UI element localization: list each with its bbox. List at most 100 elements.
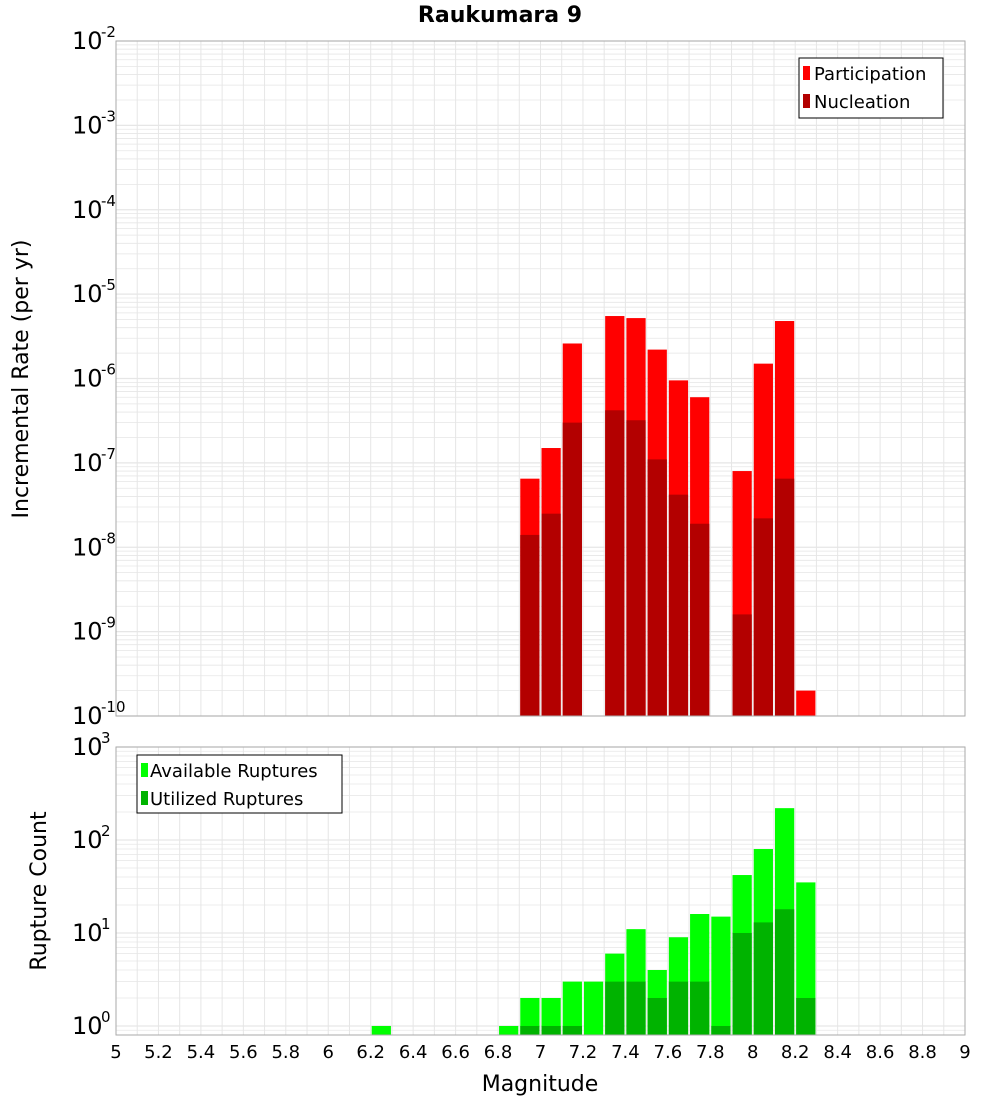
y-tick-label: 10 [72, 280, 103, 308]
y-tick-exponent: 3 [101, 729, 111, 747]
available-ruptures-bar [371, 1025, 391, 1035]
utilized-ruptures-bar [711, 1025, 731, 1035]
nucleation-legend-swatch [803, 94, 810, 108]
y-tick-label: 10 [72, 111, 103, 139]
x-tick-label: 8.4 [823, 1042, 852, 1063]
y-tick-label: 10 [72, 196, 103, 224]
y-tick-exponent: -7 [101, 445, 116, 463]
y-tick-label: 10 [72, 702, 103, 730]
count-plot-frame [115, 746, 966, 1036]
magnitude-x-ticks: 5 5.2 5.4 5.6 5.8 6 6.2 6.4 6.6 6.8 7 7.2 7.4 7.6 7.8 8… [110, 1042, 970, 1063]
x-tick-label: 6.6 [441, 1042, 470, 1063]
nucleation-bar [541, 513, 561, 716]
utilized-ruptures-bar [562, 1025, 582, 1035]
y-tick-exponent: -6 [101, 361, 116, 379]
nucleation-bar [605, 410, 625, 716]
x-tick-label: 7.4 [611, 1042, 640, 1063]
y-tick-exponent: -5 [101, 276, 116, 294]
utilized-ruptures-bar [753, 922, 773, 1035]
nucleation-bar [626, 420, 646, 716]
y-tick-label: 10 [72, 449, 103, 477]
nucleation-bar [647, 459, 667, 716]
x-tick-label: 6.8 [484, 1042, 513, 1063]
available-legend-label: Available Ruptures [150, 761, 318, 782]
y-tick-label: 10 [72, 733, 103, 761]
y-tick-exponent: -2 [101, 23, 116, 41]
y-tick-exponent: 0 [101, 1008, 111, 1026]
nucleation-bar [774, 478, 795, 716]
rate-plot-frame [115, 40, 966, 717]
count-bars [371, 808, 816, 1035]
y-tick-exponent: -10 [101, 698, 126, 716]
utilized-legend-swatch [141, 791, 148, 805]
available-ruptures-bar [541, 997, 561, 1035]
x-tick-label: 5 [110, 1042, 121, 1063]
x-tick-label: 5.4 [187, 1042, 216, 1063]
utilized-ruptures-bar [774, 909, 795, 1035]
nucleation-legend-label: Nucleation [814, 92, 910, 113]
y-tick-exponent: -8 [101, 529, 116, 547]
x-tick-label: 8.2 [781, 1042, 810, 1063]
rate-y-axis-label: Incremental Rate (per yr) [9, 240, 34, 519]
available-ruptures-bar [711, 916, 731, 1035]
y-tick-label: 10 [72, 919, 103, 947]
utilized-ruptures-bar [732, 932, 752, 1035]
available-legend-swatch [141, 763, 148, 777]
available-ruptures-bar [796, 882, 816, 1035]
nucleation-bar [668, 494, 689, 716]
utilized-ruptures-bar [668, 981, 689, 1035]
y-tick-exponent: 2 [101, 822, 111, 840]
y-tick-label: 10 [72, 533, 103, 561]
magnitude-x-axis-label: Magnitude [482, 1072, 599, 1097]
x-tick-label: 8.6 [866, 1042, 895, 1063]
available-ruptures-bar [583, 981, 604, 1035]
rate-grid [115, 40, 966, 717]
utilized-ruptures-bar [520, 1025, 540, 1035]
x-tick-label: 7.6 [654, 1042, 683, 1063]
y-tick-exponent: 1 [101, 915, 111, 933]
x-tick-label: 6.4 [399, 1042, 428, 1063]
y-tick-label: 10 [72, 826, 103, 854]
count-grid [115, 746, 966, 1036]
participation-bar [796, 690, 816, 716]
utilized-ruptures-bar [626, 981, 646, 1035]
x-tick-label: 9 [959, 1042, 970, 1063]
x-tick-label: 6 [323, 1042, 334, 1063]
participation-legend-label: Participation [814, 64, 926, 85]
rate-legend-box [798, 57, 944, 119]
x-tick-label: 7.2 [569, 1042, 598, 1063]
rate-panel: 10-210-310-410-510-610-710-810-910-10 In… [9, 23, 966, 730]
nucleation-bar [753, 518, 773, 716]
rate-bars [520, 316, 816, 716]
y-tick-label: 10 [72, 618, 103, 646]
nucleation-bar [520, 534, 540, 716]
y-tick-exponent: -3 [101, 107, 116, 125]
x-tick-label: 5.6 [229, 1042, 258, 1063]
count-y-axis-label: Rupture Count [27, 811, 52, 971]
count-legend-box [136, 754, 343, 814]
y-tick-exponent: -4 [101, 192, 116, 210]
utilized-ruptures-bar [796, 997, 816, 1035]
y-tick-label: 10 [72, 27, 103, 55]
available-ruptures-bar [562, 981, 582, 1035]
rate-legend: Participation Nucleation [798, 57, 944, 119]
count-legend: Available Ruptures Utilized Ruptures [136, 754, 343, 814]
participation-legend-swatch [803, 66, 810, 80]
utilized-legend-label: Utilized Ruptures [150, 789, 303, 810]
x-tick-label: 7.8 [696, 1042, 725, 1063]
x-tick-label: 5.2 [144, 1042, 173, 1063]
y-tick-label: 10 [72, 365, 103, 393]
x-tick-label: 7 [535, 1042, 546, 1063]
rate-y-ticks: 10-210-310-410-510-610-710-810-910-10 [72, 23, 126, 730]
y-tick-label: 10 [72, 1012, 103, 1040]
x-tick-label: 8 [747, 1042, 758, 1063]
utilized-ruptures-bar [541, 1025, 561, 1035]
x-tick-label: 5.8 [271, 1042, 300, 1063]
nucleation-bar [562, 422, 582, 716]
x-tick-label: 8.8 [908, 1042, 937, 1063]
nucleation-bar [690, 523, 710, 716]
utilized-ruptures-bar [605, 981, 625, 1035]
